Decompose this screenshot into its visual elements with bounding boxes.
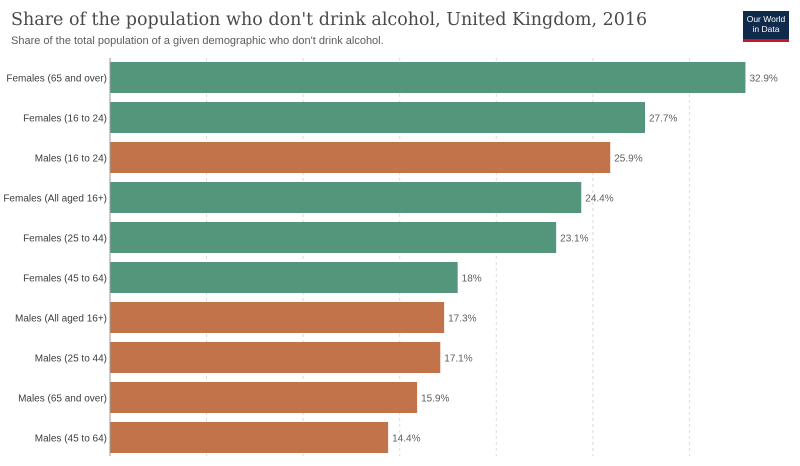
category-label: Males (65 and over) <box>18 394 107 405</box>
bar <box>110 342 441 373</box>
value-label: 23.1% <box>560 234 588 245</box>
bar <box>110 302 445 333</box>
category-label: Males (16 to 24) <box>35 154 107 165</box>
value-label: 15.9% <box>421 394 449 405</box>
value-label: 32.9% <box>749 74 777 85</box>
chart-title: Share of the population who don't drink … <box>11 10 648 30</box>
bar <box>110 262 458 293</box>
value-label: 17.1% <box>444 354 472 365</box>
bar <box>110 222 557 253</box>
bar <box>110 382 418 413</box>
logo-line-2: in Data <box>752 24 780 34</box>
category-label: Females (All aged 16+) <box>3 194 107 205</box>
category-label: Females (25 to 44) <box>23 234 107 245</box>
bar <box>110 142 611 173</box>
value-label: 18% <box>462 274 482 285</box>
value-label: 27.7% <box>649 114 677 125</box>
bar <box>110 422 389 453</box>
category-label: Males (25 to 44) <box>35 354 107 365</box>
bar <box>110 182 582 213</box>
category-label: Males (45 to 64) <box>35 434 107 445</box>
category-label: Females (45 to 64) <box>23 274 107 285</box>
value-label: 14.4% <box>392 434 420 445</box>
chart-subtitle: Share of the total population of a given… <box>11 35 384 47</box>
value-label: 24.4% <box>585 194 613 205</box>
bar <box>110 102 646 133</box>
bar <box>110 62 746 93</box>
category-label: Males (All aged 16+) <box>15 314 107 325</box>
category-label: Females (65 and over) <box>6 74 107 85</box>
category-label: Females (16 to 24) <box>23 114 107 125</box>
value-label: 17.3% <box>448 314 476 325</box>
value-label: 25.9% <box>614 154 642 165</box>
owid-logo[interactable]: Our World in Data <box>743 11 789 42</box>
logo-line-1: Our World <box>746 14 786 24</box>
